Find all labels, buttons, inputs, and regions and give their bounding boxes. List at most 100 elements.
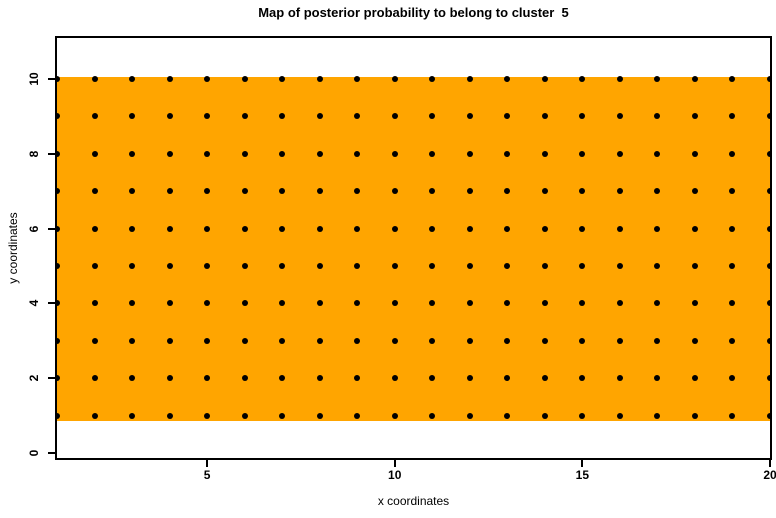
data-point <box>504 263 511 269</box>
data-point <box>354 225 361 232</box>
data-point <box>57 375 60 382</box>
data-point <box>166 375 173 382</box>
data-point <box>691 412 698 419</box>
data-point <box>579 225 586 232</box>
x-tick-mark <box>206 460 209 467</box>
y-tick-mark <box>48 78 55 80</box>
data-point <box>316 113 323 120</box>
cluster-region <box>57 77 770 422</box>
data-point <box>579 150 586 157</box>
data-point <box>354 412 361 419</box>
data-point <box>241 263 248 269</box>
data-point <box>316 337 323 344</box>
data-point <box>391 76 398 82</box>
data-point <box>316 225 323 232</box>
data-point <box>466 188 473 195</box>
data-point <box>129 76 136 82</box>
data-point <box>241 150 248 157</box>
data-point <box>204 263 211 269</box>
data-point <box>654 150 661 157</box>
y-tick-label: 2 <box>27 374 41 382</box>
data-point <box>504 188 511 195</box>
data-point <box>354 113 361 120</box>
data-point <box>91 150 98 157</box>
data-point <box>767 300 770 307</box>
data-point <box>166 263 173 269</box>
data-point <box>57 337 60 344</box>
data-point <box>91 337 98 344</box>
data-point <box>504 412 511 419</box>
data-point <box>541 412 548 419</box>
data-point <box>354 263 361 269</box>
data-point <box>316 150 323 157</box>
data-point <box>504 300 511 307</box>
x-tick-label: 10 <box>388 468 402 482</box>
data-point <box>541 150 548 157</box>
data-point <box>354 337 361 344</box>
data-point <box>166 412 173 419</box>
data-point <box>729 263 736 269</box>
data-point <box>654 412 661 419</box>
data-point <box>316 76 323 82</box>
data-point <box>91 412 98 419</box>
data-point <box>767 150 770 157</box>
data-point <box>504 375 511 382</box>
data-point <box>391 188 398 195</box>
data-point <box>616 300 623 307</box>
data-point <box>57 263 60 269</box>
data-point <box>466 337 473 344</box>
data-point <box>541 300 548 307</box>
data-point <box>504 113 511 120</box>
data-point <box>691 76 698 82</box>
data-point <box>279 76 286 82</box>
data-point <box>129 113 136 120</box>
data-point <box>204 113 211 120</box>
data-point <box>616 188 623 195</box>
data-point <box>691 337 698 344</box>
data-point <box>241 375 248 382</box>
y-tick-mark <box>48 152 55 155</box>
data-point <box>504 225 511 232</box>
data-point <box>279 113 286 120</box>
data-point <box>166 337 173 344</box>
data-point <box>241 113 248 120</box>
data-point <box>204 412 211 419</box>
y-tick-mark <box>48 452 55 454</box>
data-point <box>767 76 770 82</box>
data-point <box>767 188 770 195</box>
data-point <box>691 150 698 157</box>
data-point <box>354 188 361 195</box>
data-point <box>129 300 136 307</box>
data-point <box>129 337 136 344</box>
y-tick-label: 0 <box>27 449 41 457</box>
data-point <box>279 300 286 307</box>
data-point <box>129 263 136 269</box>
data-point <box>504 150 511 157</box>
data-point <box>204 375 211 382</box>
data-point <box>241 337 248 344</box>
data-point <box>691 188 698 195</box>
data-point <box>616 76 623 82</box>
data-point <box>429 113 436 120</box>
data-point <box>654 263 661 269</box>
data-point <box>279 375 286 382</box>
data-point <box>391 225 398 232</box>
data-point <box>57 300 60 307</box>
y-tick-mark <box>48 377 55 380</box>
x-tick-label: 15 <box>575 468 590 482</box>
x-axis-title: x coordinates <box>377 494 450 508</box>
data-point <box>729 150 736 157</box>
data-point <box>279 188 286 195</box>
data-point <box>466 76 473 82</box>
data-point <box>654 337 661 344</box>
data-point <box>691 375 698 382</box>
data-point <box>241 412 248 419</box>
data-point <box>729 337 736 344</box>
data-point <box>241 76 248 82</box>
data-point <box>579 412 586 419</box>
data-point <box>579 76 586 82</box>
data-point <box>579 188 586 195</box>
y-tick-mark <box>48 227 55 230</box>
data-point <box>466 150 473 157</box>
x-tick-mark <box>393 460 396 467</box>
